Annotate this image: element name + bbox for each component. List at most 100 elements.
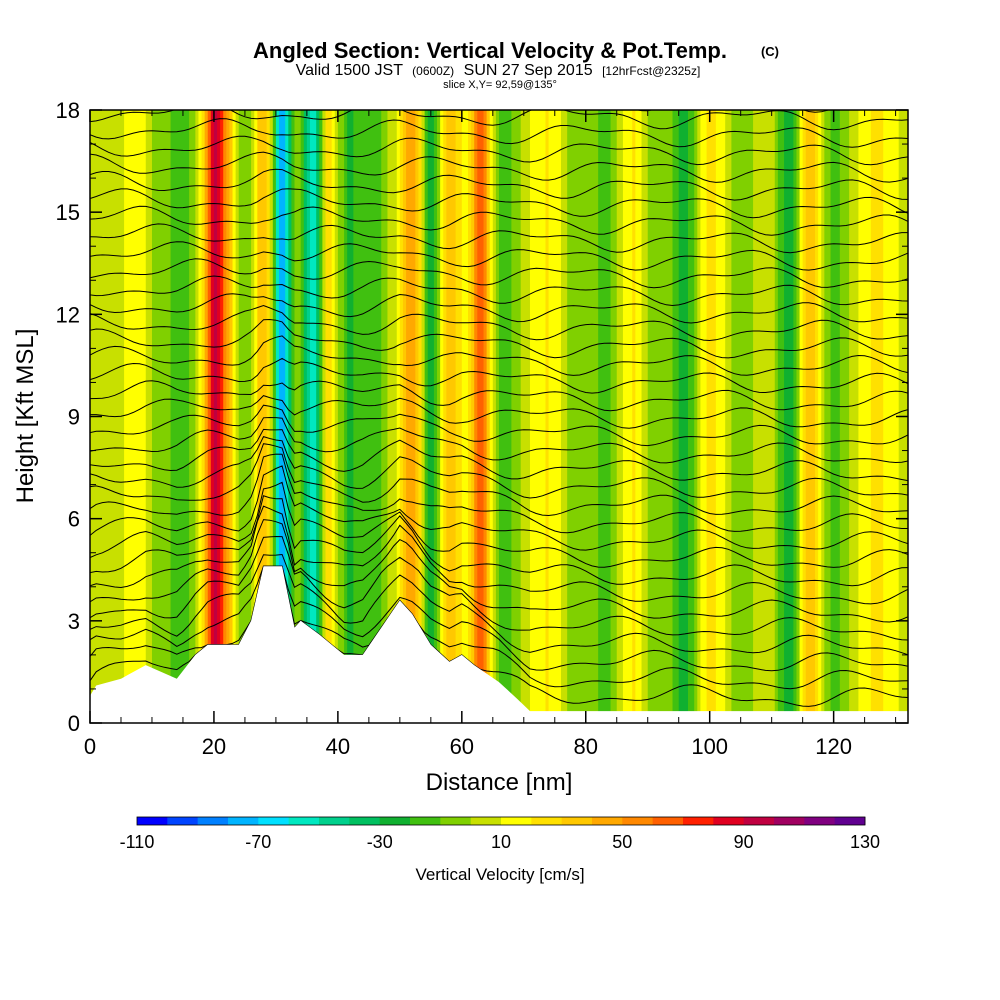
velocity-band (560, 110, 565, 723)
colorbar-swatch (349, 817, 381, 825)
velocity-band (771, 110, 776, 723)
x-tick-label: 0 (84, 734, 96, 759)
x-tick-label: 80 (574, 734, 598, 759)
velocity-band (176, 110, 181, 723)
velocity-band (464, 110, 469, 723)
velocity-band (148, 110, 153, 723)
velocity-band (155, 110, 159, 723)
velocity-band (768, 110, 773, 723)
velocity-band (226, 110, 231, 723)
velocity-band (520, 110, 525, 723)
velocity-band (610, 110, 615, 723)
x-tick-label: 40 (326, 734, 350, 759)
velocity-band (877, 110, 881, 723)
velocity-band (158, 110, 162, 723)
velocity-band (353, 110, 358, 723)
colorbar-tick-label: 130 (850, 832, 880, 852)
velocity-band (883, 110, 887, 723)
velocity-band (818, 110, 822, 723)
velocity-band (393, 110, 398, 723)
colorbar-tick-label: 90 (734, 832, 754, 852)
velocity-band (672, 110, 677, 723)
velocity-band (861, 110, 866, 723)
velocity-band (331, 110, 336, 723)
colorbar-swatch (319, 817, 350, 825)
velocity-band (573, 110, 578, 723)
velocity-band (266, 110, 271, 723)
velocity-band (722, 110, 726, 723)
velocity-band (297, 110, 302, 723)
velocity-band (523, 110, 528, 723)
velocity-band (737, 110, 742, 723)
velocity-band (340, 110, 345, 723)
isentrope-line (90, 443, 908, 517)
velocity-band (598, 110, 602, 723)
velocity-band (229, 110, 234, 723)
velocity-band (799, 110, 804, 723)
velocity-band (371, 110, 376, 723)
colorbar-swatch (410, 817, 441, 825)
chart-slice-label: slice X,Y= 92,59@135° (443, 79, 557, 91)
velocity-band (622, 110, 627, 723)
velocity-band (759, 110, 763, 723)
velocity-band (588, 110, 593, 723)
velocity-band (802, 110, 807, 723)
velocity-band (244, 110, 249, 723)
velocity-band (821, 110, 825, 723)
colorbar-frame (136, 816, 866, 826)
isentrope-line (90, 465, 908, 551)
velocity-band (337, 110, 342, 723)
velocity-band (145, 110, 150, 723)
velocity-shading (90, 110, 908, 723)
velocity-band (858, 110, 863, 723)
velocity-band (306, 110, 311, 723)
isentrope-line (90, 428, 908, 482)
velocity-band (725, 110, 729, 723)
velocity-band (356, 110, 361, 723)
velocity-band (551, 110, 556, 723)
velocity-band (220, 110, 224, 723)
colorbar-swatch (197, 817, 229, 825)
velocity-band (542, 110, 547, 723)
velocity-band (186, 110, 190, 723)
velocity-band (613, 110, 618, 723)
colorbar-swatch (592, 817, 623, 825)
velocity-band (322, 110, 327, 723)
velocity-band (790, 110, 794, 723)
velocity-band (870, 110, 875, 723)
velocity-band (777, 110, 782, 723)
velocity-band (313, 110, 317, 723)
plot-area (90, 110, 908, 723)
velocity-band (365, 110, 370, 723)
velocity-band (309, 110, 314, 723)
isentrope-line (90, 188, 908, 219)
velocity-band (706, 110, 711, 723)
velocity-band (833, 110, 838, 723)
velocity-band (421, 110, 426, 723)
velocity-band (399, 110, 404, 723)
velocity-band (251, 110, 255, 723)
chart-subtitle: Valid 1500 JST (0600Z) SUN 27 Sep 2015 [… (296, 62, 701, 79)
velocity-band (217, 110, 221, 723)
isentrope-line (90, 395, 908, 429)
isentrope-line (90, 223, 908, 254)
velocity-band (774, 110, 779, 723)
velocity-band (489, 110, 494, 723)
velocity-band (576, 110, 581, 723)
velocity-band (784, 110, 788, 723)
velocity-band (839, 110, 844, 723)
velocity-band (743, 110, 748, 723)
velocity-band (173, 110, 178, 723)
colorbar-swatch (167, 817, 199, 825)
velocity-band (601, 110, 605, 723)
isentrope-line (90, 241, 908, 271)
velocity-band (102, 110, 107, 723)
velocity-band (811, 110, 816, 723)
colorbar-swatch (531, 817, 563, 825)
velocity-band (638, 110, 643, 723)
colorbar-swatch (470, 817, 502, 825)
velocity-band (715, 110, 720, 723)
velocity-band (846, 110, 850, 723)
velocity-band (681, 110, 686, 723)
